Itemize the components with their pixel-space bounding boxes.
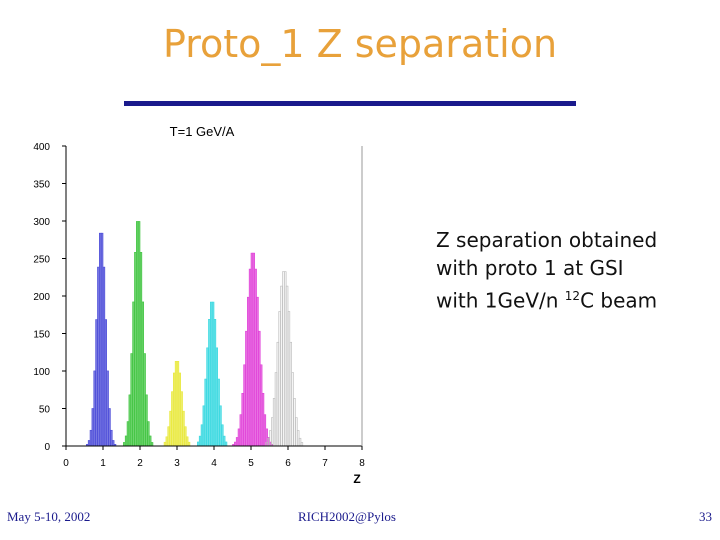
histogram-bin — [300, 442, 304, 447]
x-tick-label: 7 — [322, 458, 328, 469]
footer-date: May 5-10, 2002 — [7, 509, 91, 524]
caption-line-2: with proto 1 at GSI — [436, 256, 624, 280]
histogram-series-1 — [86, 232, 117, 447]
y-tick-label: 150 — [33, 330, 50, 341]
y-tick-label: 250 — [33, 255, 50, 266]
title-underline — [124, 101, 576, 106]
footer-page-number: 33 — [699, 509, 712, 524]
x-tick-label: 2 — [137, 458, 143, 469]
histogram-bin — [224, 441, 228, 447]
histogram-series-6 — [265, 271, 304, 447]
x-tick-label: 3 — [174, 458, 180, 469]
y-tick-label: 200 — [33, 292, 50, 303]
caption-line-3: with 1GeV/n 12C beam — [436, 282, 706, 315]
slide-title: Proto_1 Z separation — [162, 22, 558, 66]
histogram-series-5 — [232, 252, 274, 447]
footer-conference: RICH2002@Pylos — [298, 509, 396, 524]
y-tick-label: 100 — [33, 367, 50, 378]
y-tick-label: 0 — [44, 442, 50, 453]
y-tick-label: 50 — [39, 405, 51, 416]
x-tick-label: 6 — [285, 458, 291, 469]
caption-line-3-prefix: with 1GeV/n — [436, 288, 565, 313]
x-tick-label: 5 — [248, 458, 254, 469]
isotope-mass-number: 12 — [564, 289, 581, 303]
caption-line-1: Z separation obtained — [436, 228, 658, 252]
histogram-series-3 — [163, 361, 191, 447]
histogram-bin — [150, 442, 154, 447]
x-axis-label: Z — [353, 472, 360, 486]
caption: Z separation obtained with proto 1 at GS… — [436, 226, 706, 315]
y-tick-label: 350 — [33, 180, 50, 191]
chart-title: T=1 GeV/A — [170, 124, 235, 139]
histogram-bin — [187, 441, 191, 447]
histogram-series-4 — [197, 301, 228, 447]
histogram-series-2 — [123, 221, 154, 447]
x-tick-label: 1 — [100, 458, 106, 469]
caption-line-3-suffix: C beam — [580, 288, 658, 313]
y-tick-label: 300 — [33, 217, 50, 228]
x-tick-label: 4 — [211, 458, 217, 469]
y-tick-label: 400 — [33, 142, 50, 153]
x-tick-label: 8 — [359, 458, 365, 469]
x-tick-label: 0 — [63, 458, 69, 469]
z-separation-histogram: T=1 GeV/A 0 50 100 150 200 250 300 350 400 0 1 2 3 4… — [33, 124, 365, 486]
